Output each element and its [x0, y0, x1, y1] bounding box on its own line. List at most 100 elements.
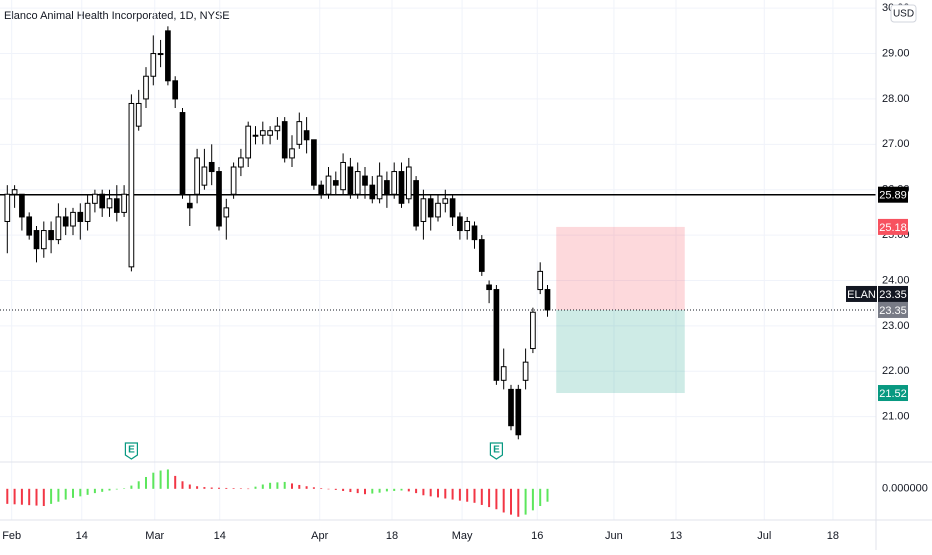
candle-body [267, 130, 273, 136]
oscillator-bar [495, 488, 498, 510]
oscillator-bar [218, 487, 220, 489]
x-tick-label: Jul [757, 530, 771, 542]
candle-body [398, 171, 405, 204]
oscillator-bar [349, 488, 352, 493]
oscillator-bar [79, 488, 82, 497]
last-price-badge: 23.35 [879, 289, 907, 301]
x-tick-label: 14 [214, 530, 226, 542]
x-tick-label: May [452, 530, 473, 542]
candle-body [354, 171, 361, 195]
candle-body [274, 125, 281, 132]
candle-body [48, 230, 54, 241]
hline-badge: 25.89 [879, 190, 907, 202]
target-badge: 21.52 [879, 388, 907, 400]
candle-body [70, 211, 76, 227]
candle-body [457, 216, 463, 232]
candle-body [245, 125, 252, 159]
entry-badge: 23.35 [879, 305, 907, 317]
candle-body [362, 175, 368, 186]
candle-body [471, 225, 478, 241]
oscillator-bar [108, 488, 111, 491]
y-tick-label: 21.00 [882, 411, 910, 423]
candle-body [143, 75, 149, 100]
oscillator-bar [305, 486, 308, 489]
y-tick-label: 29.00 [882, 47, 910, 59]
oscillator-bar [6, 488, 9, 504]
candle-body [55, 216, 62, 241]
oscillator-bar [437, 488, 439, 498]
oscillator-bar [64, 488, 67, 500]
oscillator-bar [254, 486, 257, 489]
candle-body [4, 193, 11, 222]
x-tick-label: 16 [531, 530, 543, 542]
oscillator-bar [203, 487, 206, 489]
earnings-marker [489, 442, 503, 460]
oscillator-bar [93, 488, 96, 494]
candle-body [84, 202, 91, 222]
candle-body [486, 284, 492, 291]
candle-body [442, 198, 449, 204]
oscillator-bar [393, 488, 396, 491]
oscillator-bar [152, 472, 155, 489]
candle-body [165, 30, 171, 82]
oscillator-bar [517, 488, 520, 517]
candle-body [427, 198, 434, 218]
stop-zone [556, 226, 685, 310]
oscillator-bar [400, 488, 403, 491]
target-zone [556, 309, 685, 394]
candle-body [420, 198, 427, 222]
candle-body [99, 193, 106, 209]
candle-body [62, 216, 69, 227]
candle-body [216, 171, 222, 227]
oscillator-bar [378, 488, 381, 493]
oscillator-bar [210, 487, 213, 489]
oscillator-bar [166, 469, 169, 489]
currency-badge [890, 4, 917, 23]
oscillator-bar [531, 488, 534, 511]
oscillator-bar [327, 488, 330, 490]
x-tick-label: Apr [311, 530, 328, 542]
candle-body [325, 175, 332, 195]
candle-body [435, 202, 441, 218]
oscillator-bar [510, 488, 512, 515]
oscillator-bar [196, 486, 199, 489]
candle-body [121, 193, 127, 213]
oscillator-bar [371, 488, 374, 494]
candle-body [537, 270, 544, 291]
candle-body [289, 148, 295, 159]
oscillator-bar [502, 488, 505, 513]
symbol-badge-bg [846, 285, 877, 302]
candle-body [311, 139, 317, 186]
oscillator-bar [145, 476, 147, 489]
candle-body [508, 388, 514, 427]
x-tick-label: 18 [827, 530, 839, 542]
oscillator-bar [269, 482, 272, 489]
oscillator-bar [334, 488, 337, 490]
oscillator-bar [232, 488, 235, 489]
candle-body [478, 239, 485, 272]
y-tick-label: 22.00 [882, 365, 910, 377]
oscillator-bar [466, 488, 469, 502]
oscillator-bar [137, 481, 140, 489]
candle-body [33, 230, 40, 250]
candle-body [303, 130, 310, 141]
candle-body [259, 130, 266, 136]
candle-body [449, 198, 456, 218]
oscillator-bar [407, 488, 410, 492]
candle-body [347, 166, 354, 195]
oscillator-bar [101, 488, 104, 492]
candle-body [296, 121, 303, 145]
oscillator-bar [524, 488, 527, 515]
target-badge-bg [878, 385, 908, 402]
candle-body [493, 289, 500, 381]
y-tick-label: 23.00 [882, 320, 910, 332]
oscillator-bar [50, 488, 53, 504]
oscillator-bar [546, 488, 549, 502]
oscillator-bar [451, 488, 454, 500]
candle-body [376, 175, 383, 200]
chart-title: Elanco Animal Health Incorporated, 1D, N… [4, 10, 230, 22]
candle-body [332, 180, 339, 186]
candle-body [530, 311, 536, 350]
